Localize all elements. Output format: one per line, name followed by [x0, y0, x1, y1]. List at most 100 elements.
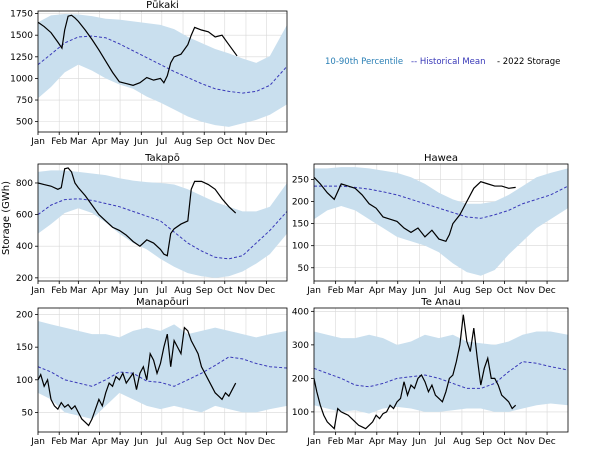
x-tick-label: Apr — [92, 137, 108, 147]
x-tick-label: Jul — [155, 137, 167, 147]
x-tick-label: Mar — [70, 286, 87, 296]
y-tick-label: 50 — [22, 408, 34, 418]
x-tick-label: Nov — [517, 437, 535, 447]
x-tick-label: Jun — [133, 286, 148, 296]
panel-title: Hawea — [424, 153, 458, 164]
x-tick-label: Apr — [92, 286, 108, 296]
x-tick-label: Feb — [51, 286, 67, 296]
axes-frame — [313, 307, 569, 433]
x-tick-label: Jun — [133, 437, 148, 447]
x-tick-label: Nov — [237, 286, 255, 296]
x-tick-label: Aug — [174, 137, 192, 147]
plot-area — [38, 14, 287, 127]
storage-2022-line — [314, 176, 516, 242]
x-tick-label: Oct — [497, 286, 513, 296]
y-tick-label: 100 — [16, 376, 33, 386]
x-tick-label: Jul — [434, 286, 446, 296]
y-tick-label: 1500 — [10, 31, 33, 41]
x-tick-label: Mar — [70, 437, 87, 447]
x-tick-label: Jan — [30, 437, 45, 447]
x-tick-label: Feb — [328, 286, 344, 296]
legend-band-label: 10-90th Percentile — [325, 57, 403, 67]
y-tick-label: 800 — [16, 179, 33, 189]
x-tick-label: Oct — [217, 286, 233, 296]
x-tick-label: Jun — [411, 437, 426, 447]
legend-mean-label: -- Historical Mean — [411, 57, 486, 67]
axes-frame — [37, 307, 288, 433]
storage-2022-line — [38, 14, 238, 86]
y-tick-label: 100 — [292, 408, 309, 418]
x-tick-label: Feb — [328, 437, 344, 447]
x-tick-label: Apr — [369, 286, 385, 296]
y-tick-label: 100 — [292, 242, 309, 252]
x-tick-label: May — [111, 137, 130, 147]
y-tick-label: 200 — [16, 311, 33, 321]
x-tick-label: Jul — [434, 437, 446, 447]
x-tick-label: Aug — [174, 286, 192, 296]
x-tick-label: Nov — [237, 137, 255, 147]
x-tick-label: Jun — [411, 286, 426, 296]
y-tick-label: 500 — [16, 118, 33, 128]
panel-title: Pūkaki — [146, 0, 179, 11]
axes-frame — [313, 163, 569, 282]
y-tick-label: 200 — [16, 274, 33, 284]
panel-title: Manapōuri — [136, 297, 189, 308]
percentile-band — [38, 14, 287, 127]
y-tick-label: 250 — [292, 175, 309, 185]
axes-frame — [37, 163, 288, 282]
x-tick-label: Feb — [51, 437, 67, 447]
x-tick-label: Dec — [258, 286, 275, 296]
x-tick-label: Mar — [347, 437, 364, 447]
x-tick-label: Sep — [475, 437, 492, 447]
y-tick-label: 1250 — [10, 53, 33, 63]
plot-area — [314, 314, 568, 430]
x-tick-label: May — [388, 286, 407, 296]
storage-2022-line — [38, 167, 237, 257]
y-tick-label: 50 — [298, 264, 310, 274]
x-tick-label: Jan — [30, 137, 45, 147]
x-tick-label: Nov — [237, 437, 255, 447]
x-tick-label: May — [111, 437, 130, 447]
x-tick-label: Jan — [30, 286, 45, 296]
percentile-band — [314, 331, 568, 414]
x-tick-label: Apr — [92, 437, 108, 447]
x-tick-label: May — [388, 437, 407, 447]
y-tick-label: 1000 — [10, 74, 33, 84]
storage-2022-line — [38, 326, 237, 427]
x-tick-label: Oct — [497, 437, 513, 447]
legend: 10-90th Percentile -- Historical Mean - … — [325, 57, 560, 67]
legend-storage-label: - 2022 Storage — [497, 57, 560, 67]
x-tick-label: Apr — [369, 437, 385, 447]
x-tick-label: Jul — [155, 437, 167, 447]
y-tick-label: 200 — [292, 374, 309, 384]
x-tick-label: Mar — [70, 137, 87, 147]
historical-mean-line — [314, 185, 568, 219]
plot-area — [38, 167, 287, 278]
x-tick-label: Sep — [196, 437, 213, 447]
y-tick-label: 1750 — [10, 10, 33, 20]
x-tick-label: Dec — [538, 437, 555, 447]
x-tick-label: Sep — [196, 286, 213, 296]
panel-title: Te Anau — [420, 297, 460, 308]
x-tick-label: Feb — [51, 137, 67, 147]
percentile-band — [38, 321, 287, 419]
percentile-band — [314, 167, 568, 276]
y-tick-label: 200 — [292, 198, 309, 208]
plot-area — [314, 167, 568, 276]
chart-panel-5: Te Anau 100 200 300 400 Jan Feb Mar Apr May Jun Jul… — [292, 297, 569, 447]
x-tick-label: Sep — [475, 286, 492, 296]
panel-title: Takapō — [144, 153, 180, 164]
x-tick-label: Jan — [306, 286, 321, 296]
historical-mean-line — [38, 356, 287, 387]
historical-mean-line — [38, 35, 287, 94]
historical-mean-line — [314, 361, 568, 389]
percentile-band — [38, 170, 287, 278]
x-tick-label: Aug — [453, 437, 471, 447]
x-tick-label: Oct — [217, 437, 233, 447]
y-tick-label: 150 — [292, 220, 309, 230]
plot-area — [38, 321, 287, 427]
x-tick-label: Aug — [453, 286, 471, 296]
axes-frame — [37, 10, 288, 133]
